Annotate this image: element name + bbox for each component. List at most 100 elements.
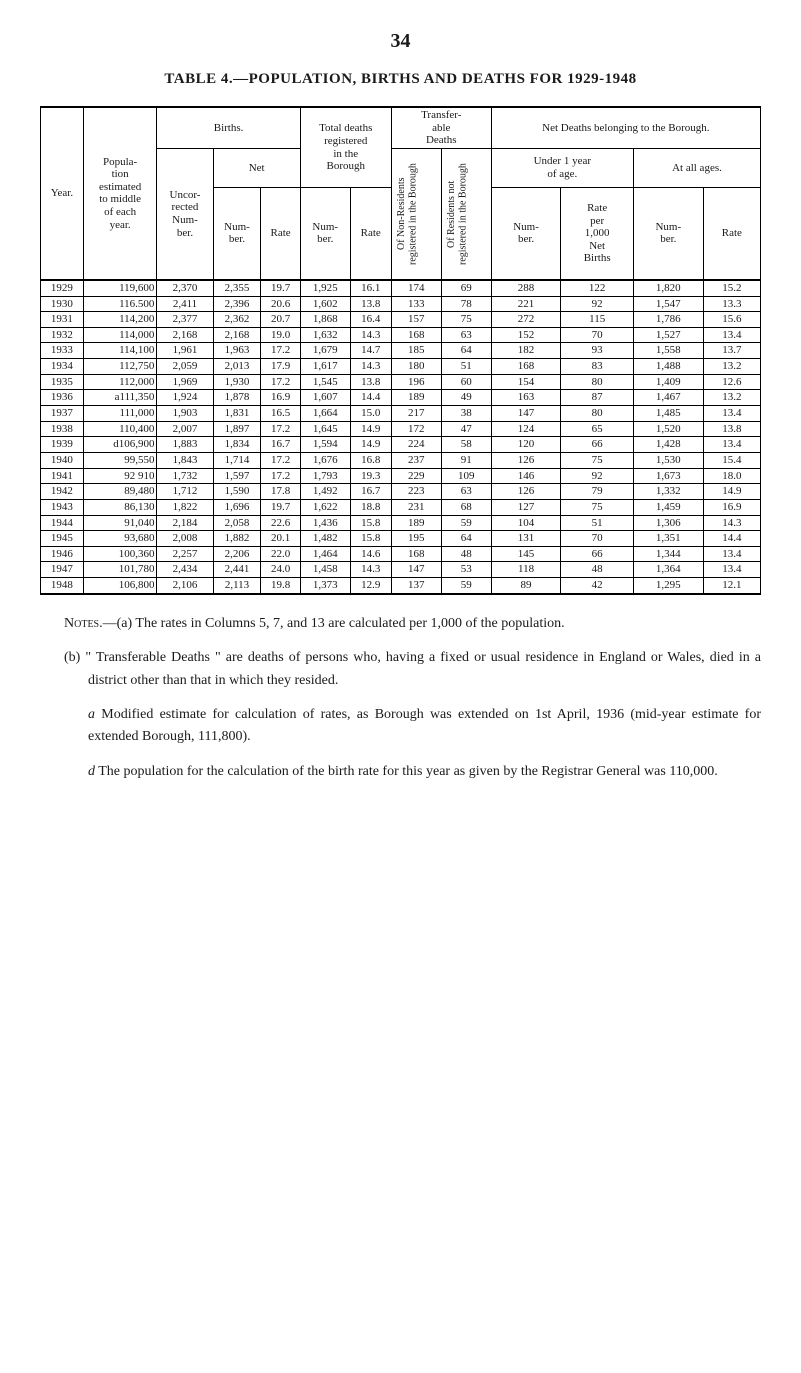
header-year: Year. [41, 107, 84, 280]
table-cell: 1941 [41, 468, 84, 484]
note-a-text: —(a) The rates in Columns 5, 7, and 13 a… [103, 616, 565, 631]
table-cell: d106,900 [83, 437, 157, 453]
table-cell: 100,360 [83, 546, 157, 562]
table-cell: 18.0 [703, 468, 760, 484]
table-row: 1946100,3602,2572,20622.01,46414.6168481… [41, 546, 761, 562]
table-cell: 65 [561, 421, 634, 437]
table-cell: 1932 [41, 327, 84, 343]
table-cell: 195 [391, 531, 441, 547]
table-cell: 1936 [41, 390, 84, 406]
table-cell: 2,396 [213, 296, 261, 312]
table-cell: 91 [441, 452, 491, 468]
table-cell: 16.1 [350, 280, 391, 296]
table-cell: 168 [391, 327, 441, 343]
table-cell: 104 [491, 515, 561, 531]
table-cell: 22.0 [261, 546, 300, 562]
table-cell: 131 [491, 531, 561, 547]
table-cell: 75 [561, 499, 634, 515]
table-cell: 1,712 [157, 484, 213, 500]
table-cell: 86,130 [83, 499, 157, 515]
table-cell: 2,441 [213, 562, 261, 578]
table-cell: 1,883 [157, 437, 213, 453]
table-cell: 1,834 [213, 437, 261, 453]
table-cell: 47 [441, 421, 491, 437]
table-cell: 93 [561, 343, 634, 359]
table-cell: 1,295 [633, 578, 703, 594]
table-cell: 13.4 [703, 406, 760, 422]
table-cell: 17.8 [261, 484, 300, 500]
table-cell: 19.0 [261, 327, 300, 343]
table-cell: 1933 [41, 343, 84, 359]
table-cell: 154 [491, 374, 561, 390]
table-cell: 1939 [41, 437, 84, 453]
table-cell: 1929 [41, 280, 84, 296]
table-cell: 70 [561, 327, 634, 343]
table-cell: 1,459 [633, 499, 703, 515]
table-cell: 59 [441, 515, 491, 531]
table-cell: 15.4 [703, 452, 760, 468]
table-cell: 146 [491, 468, 561, 484]
table-cell: 237 [391, 452, 441, 468]
header-rate2: Rate [350, 188, 391, 280]
table-cell: 14.3 [350, 562, 391, 578]
table-cell: 13.4 [703, 546, 760, 562]
table-cell: 1,793 [300, 468, 350, 484]
table-cell: 63 [441, 327, 491, 343]
table-cell: 1,969 [157, 374, 213, 390]
note-d: d The population for the calculation of … [40, 761, 761, 783]
header-rate: Rate [261, 188, 300, 280]
table-cell: 1,822 [157, 499, 213, 515]
table-cell: 14.3 [350, 327, 391, 343]
table-cell: 1,925 [300, 280, 350, 296]
table-cell: 1,547 [633, 296, 703, 312]
table-cell: 223 [391, 484, 441, 500]
table-cell: 118 [491, 562, 561, 578]
table-cell: 13.2 [703, 390, 760, 406]
table-cell: 83 [561, 359, 634, 375]
table-cell: 114,000 [83, 327, 157, 343]
table-cell: 1,930 [213, 374, 261, 390]
table-cell: 126 [491, 484, 561, 500]
table-cell: 19.3 [350, 468, 391, 484]
table-cell: 1937 [41, 406, 84, 422]
table-cell: 1,732 [157, 468, 213, 484]
table-cell: 182 [491, 343, 561, 359]
table-row: 194192 9101,7321,59717.21,79319.32291091… [41, 468, 761, 484]
table-cell: 69 [441, 280, 491, 296]
table-cell: 106,800 [83, 578, 157, 594]
table-row: 1938110,4002,0071,89717.21,64514.9172471… [41, 421, 761, 437]
table-row: 1929119,6002,3702,35519.71,92516.1174692… [41, 280, 761, 296]
table-cell: 16.8 [350, 452, 391, 468]
table-cell: 93,680 [83, 531, 157, 547]
table-cell: 116.500 [83, 296, 157, 312]
table-cell: 14.4 [703, 531, 760, 547]
table-cell: 16.9 [703, 499, 760, 515]
table-cell: 1,467 [633, 390, 703, 406]
table-cell: 1943 [41, 499, 84, 515]
table-cell: 1,607 [300, 390, 350, 406]
table-cell: 1,332 [633, 484, 703, 500]
header-resnot: Of Residents not registered in the Borou… [441, 148, 491, 280]
table-cell: 89 [491, 578, 561, 594]
table-cell: 1930 [41, 296, 84, 312]
table-cell: 111,000 [83, 406, 157, 422]
table-cell: 64 [441, 343, 491, 359]
table-row: 1939d106,9001,8831,83416.71,59414.922458… [41, 437, 761, 453]
table-cell: 2,059 [157, 359, 213, 375]
table-cell: 1,545 [300, 374, 350, 390]
table-cell: 1,306 [633, 515, 703, 531]
header-numb4: Num- ber. [633, 188, 703, 280]
table-cell: 17.2 [261, 452, 300, 468]
table-cell: 89,480 [83, 484, 157, 500]
table-cell: 64 [441, 531, 491, 547]
header-net: Net [213, 148, 300, 187]
table-row: 194386,1301,8221,69619.71,62218.82316812… [41, 499, 761, 515]
table-row: 194099,5501,8431,71417.21,67616.82379112… [41, 452, 761, 468]
header-rate3: Rate [703, 188, 760, 280]
table-cell: 1947 [41, 562, 84, 578]
table-cell: 2,007 [157, 421, 213, 437]
table-cell: 1,679 [300, 343, 350, 359]
table-cell: 20.7 [261, 312, 300, 328]
table-cell: 1,527 [633, 327, 703, 343]
table-cell: 122 [561, 280, 634, 296]
